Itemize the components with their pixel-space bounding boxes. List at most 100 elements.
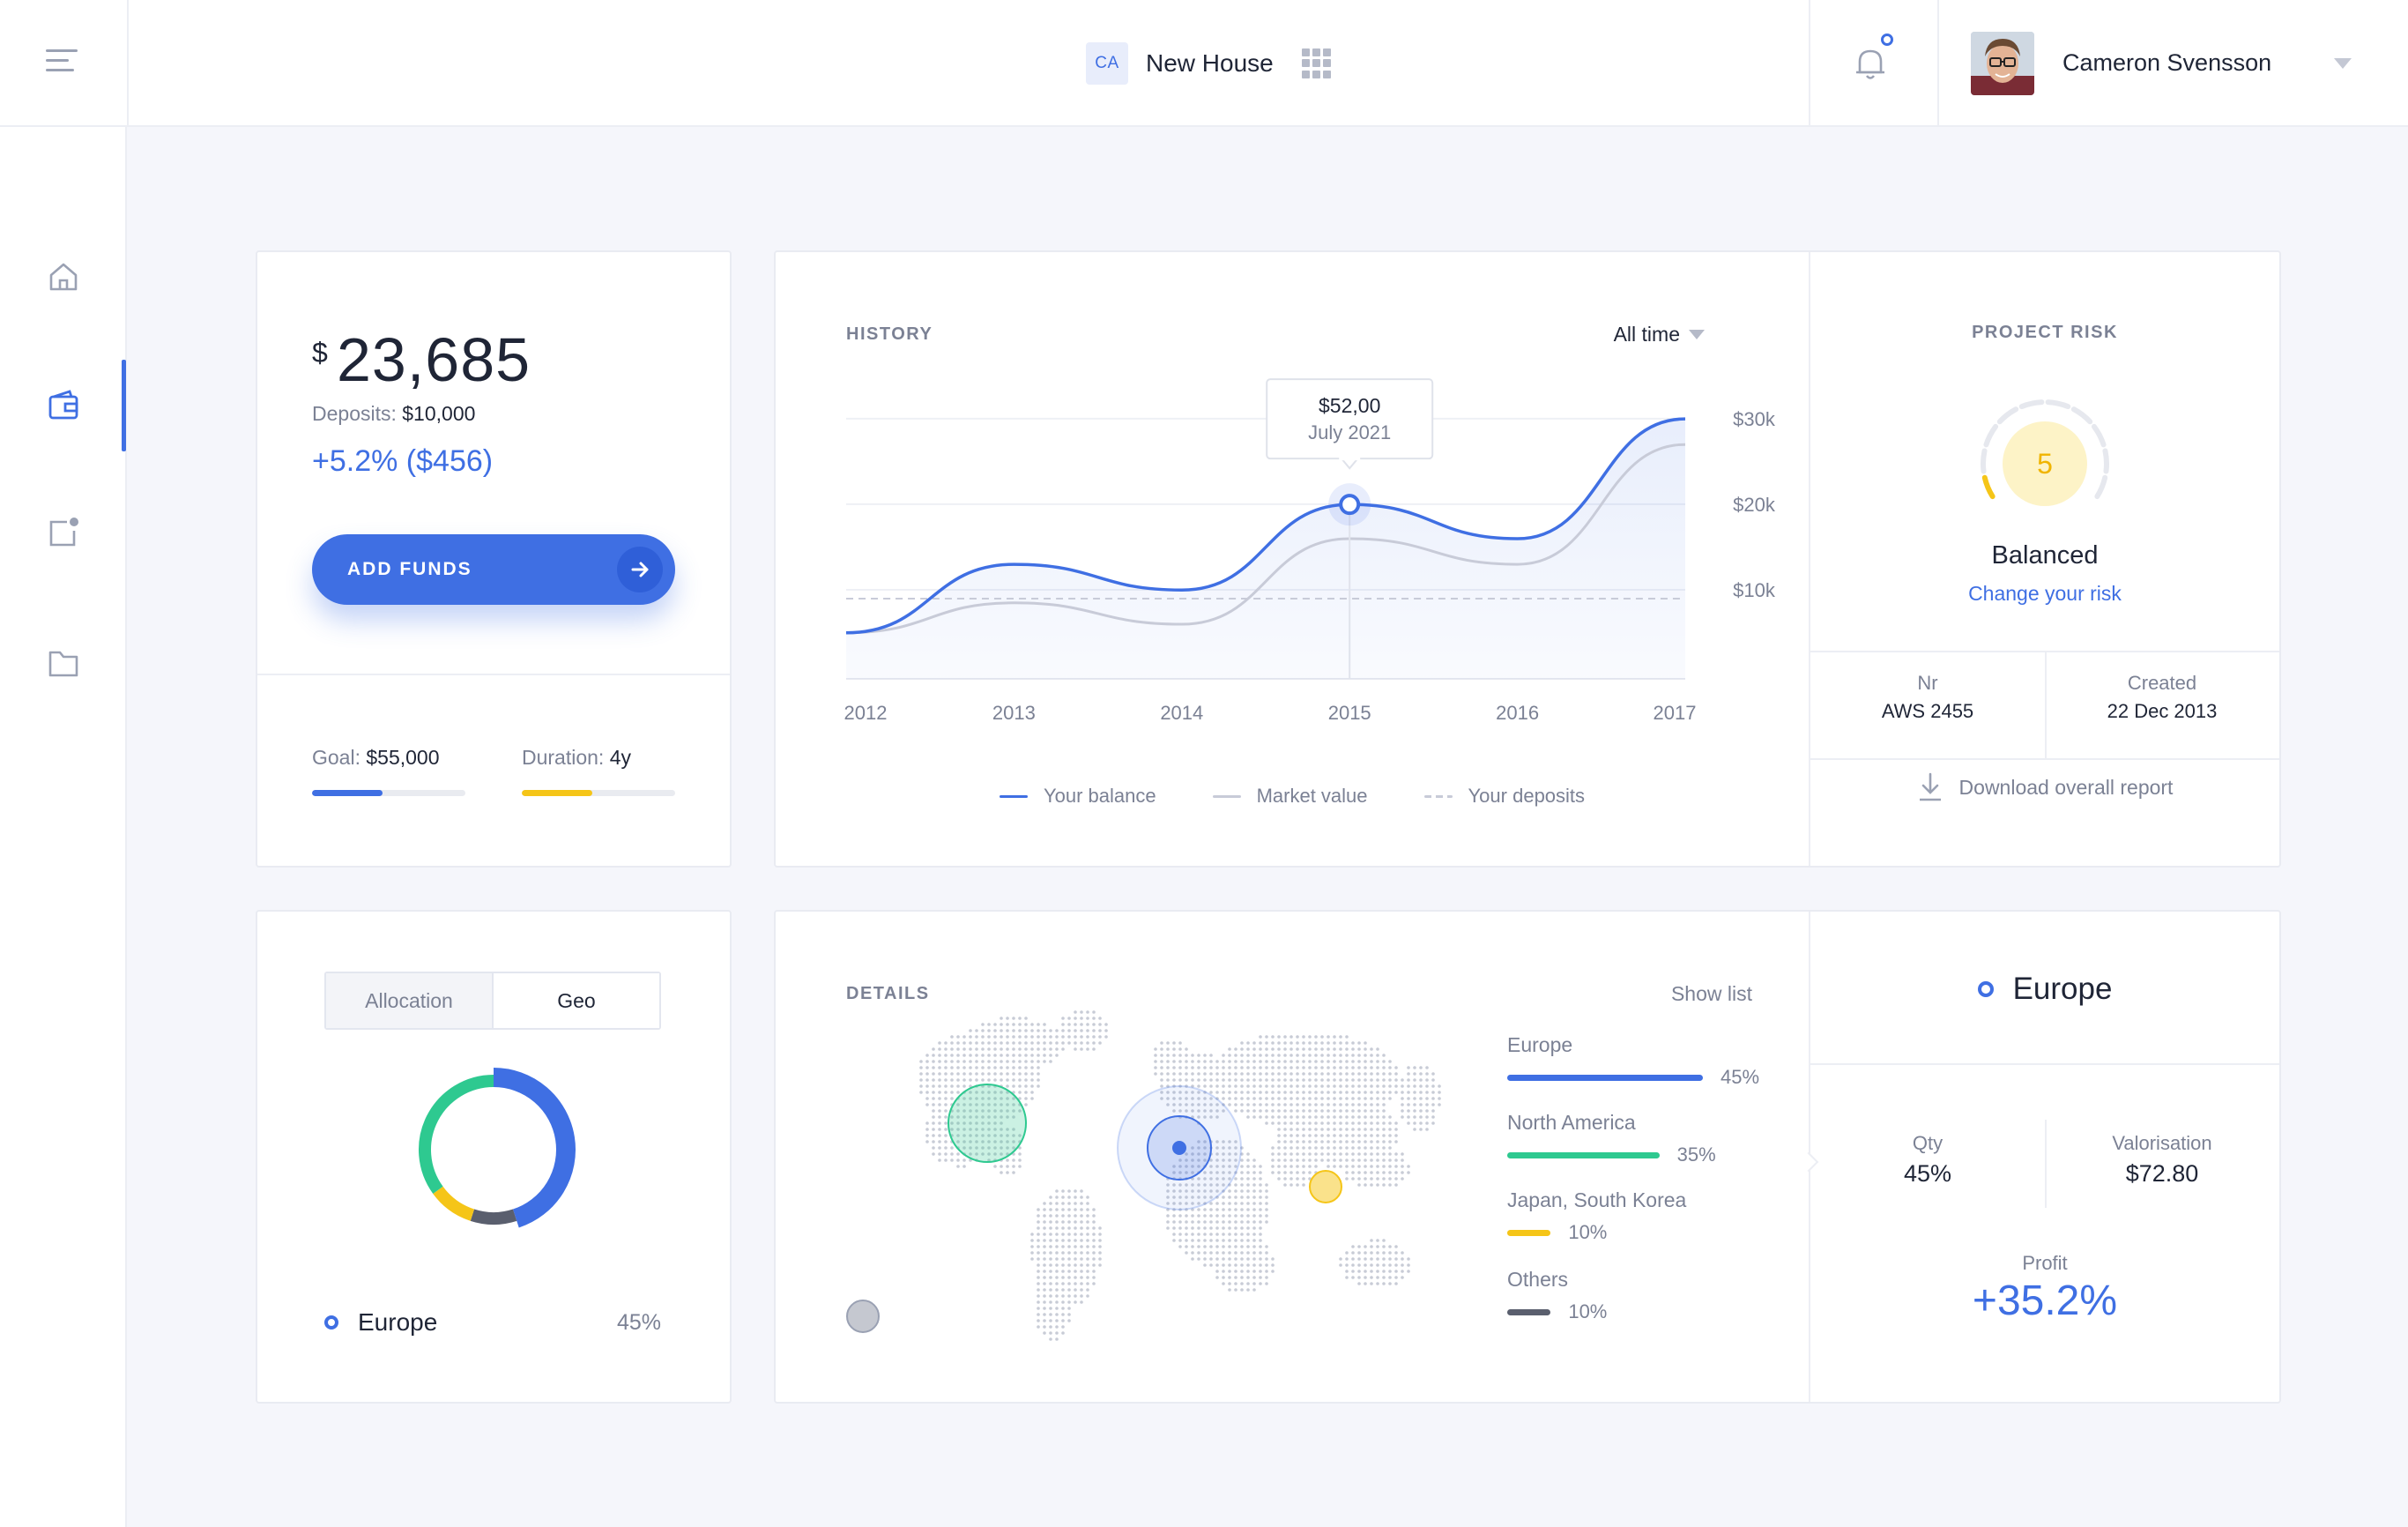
details-card: DETAILS Show list Europe 45% North Ameri…	[774, 910, 2281, 1404]
apps-grid-icon[interactable]	[1301, 48, 1332, 78]
qty-stat: Qty 45%	[1903, 1132, 1952, 1187]
download-report-button[interactable]: Download overall report	[1810, 772, 2279, 802]
region-others[interactable]: Others 10%	[1507, 1268, 1608, 1322]
divider	[1810, 758, 2279, 760]
risk-status: Balanced	[1991, 541, 2099, 570]
divider	[127, 0, 129, 127]
gauge-segment	[2102, 448, 2109, 474]
highlight-point	[1339, 494, 1361, 516]
allocation-legend: Europe 45%	[324, 1308, 661, 1337]
gauge-segment	[2070, 406, 2093, 425]
user-name[interactable]: Cameron Svensson	[2062, 49, 2272, 76]
balance-card: $ 23,685 Deposits: $10,000 +5.2% ($456) …	[256, 250, 732, 868]
divider	[2045, 1120, 2047, 1208]
marker-north-america	[948, 1084, 1027, 1163]
region-japan-south-korea[interactable]: Japan, South Korea 10%	[1507, 1188, 1687, 1243]
folder-icon[interactable]	[46, 645, 81, 681]
time-range-dropdown[interactable]: All time	[1614, 323, 1705, 346]
x-tick-label: 2013	[992, 702, 1036, 724]
project-switcher[interactable]: CA New House	[1086, 41, 1332, 86]
gauge-segment	[1996, 406, 2019, 425]
marker-europe-center	[1172, 1141, 1186, 1155]
y-tick-label: $10k	[1733, 579, 1776, 601]
nav-active-indicator	[122, 360, 126, 451]
marker-japan-south-korea	[1309, 1170, 1342, 1203]
add-funds-label: ADD FUNDS	[347, 559, 472, 579]
gauge-segment	[2045, 399, 2071, 410]
series-your-balance	[845, 417, 1686, 635]
notification-dot	[1881, 34, 1893, 46]
region-europe[interactable]: Europe 45%	[1507, 1033, 1760, 1088]
gauge-segment	[2094, 474, 2108, 500]
world-map[interactable]	[881, 982, 1446, 1370]
risk-level: 5	[2037, 448, 2053, 480]
chart-tooltip: $52,00 July 2021	[1266, 378, 1434, 470]
x-tick-label: 2014	[1160, 702, 1203, 724]
region-north-america[interactable]: North America 35%	[1507, 1111, 1716, 1166]
donut-slice-europe	[493, 1068, 576, 1228]
notes-icon[interactable]	[46, 515, 81, 550]
tooltip-value: $52,00	[1319, 394, 1380, 417]
legend-your-deposits: Your deposits	[1423, 785, 1585, 808]
wallet-icon[interactable]	[46, 388, 81, 423]
chevron-down-icon[interactable]	[2334, 58, 2352, 69]
donut-slice-japan-south-korea	[433, 1186, 475, 1221]
hamburger-menu-icon[interactable]	[46, 49, 78, 76]
valorisation-stat: Valorisation $72.80	[2112, 1132, 2212, 1187]
change-risk-link[interactable]: Change your risk	[1968, 582, 2122, 605]
tab-allocation[interactable]: Allocation	[326, 973, 494, 1028]
bell-icon[interactable]	[1853, 44, 1888, 83]
divider	[1810, 1063, 2279, 1065]
history-chart: $30k $20k $10k 2012 2013 2014 2015 2016 2017 $52,…	[844, 378, 1776, 724]
balance-change: +5.2% ($456)	[312, 444, 494, 478]
show-list-link[interactable]: Show list	[1670, 982, 1752, 1005]
risk-title: PROJECT RISK	[1972, 323, 2118, 342]
balance-amount: 23,685	[337, 325, 531, 394]
chart-legend: Your balance Market value Your deposits	[776, 785, 1809, 808]
selected-region: Europe	[358, 1308, 438, 1336]
project-badge: CA	[1086, 42, 1128, 85]
x-tick-label: 2017	[1654, 702, 1697, 724]
divider	[1937, 0, 1939, 127]
gauge-segment	[2018, 399, 2045, 410]
divider	[2045, 651, 2047, 758]
legend-your-balance: Your balance	[999, 785, 1156, 808]
created-field: Created 22 Dec 2013	[2107, 672, 2218, 722]
profit-stat: Profit +35.2%	[1972, 1252, 2118, 1324]
project-name[interactable]: New House	[1146, 49, 1274, 77]
divider	[257, 674, 730, 675]
nr-field: Nr AWS 2455	[1881, 672, 1974, 722]
details-title: DETAILS	[846, 984, 930, 1003]
home-icon[interactable]	[46, 259, 81, 294]
history-title: HISTORY	[846, 324, 933, 344]
region-marker-icon	[1977, 981, 1994, 997]
europe-header: Europe	[1810, 972, 2279, 1007]
x-tick-label: 2012	[844, 702, 888, 724]
tooltip-date: July 2021	[1308, 421, 1391, 443]
donut-slice-others	[470, 1209, 517, 1225]
tab-geo[interactable]: Geo	[494, 973, 659, 1028]
top-bar: CA New House Cameron Svensson	[0, 0, 2408, 127]
history-card: HISTORY All time $30k $20k $10k 2012 2013 201…	[774, 250, 2281, 868]
y-tick-label: $30k	[1733, 408, 1776, 430]
legend-market-value: Market value	[1212, 785, 1368, 808]
goal-progress-bar	[312, 790, 465, 796]
region-marker-icon	[324, 1315, 338, 1330]
sidebar	[0, 127, 127, 1527]
x-tick-label: 2015	[1328, 702, 1371, 724]
others-marker[interactable]	[846, 1300, 880, 1333]
divider	[1809, 252, 1810, 866]
time-range-label: All time	[1613, 323, 1680, 346]
add-funds-button[interactable]: ADD FUNDS	[312, 534, 675, 605]
download-label: Download overall report	[1958, 775, 2174, 799]
goal-text: Goal: $55,000	[312, 746, 440, 769]
selected-region-pct: 45%	[616, 1309, 661, 1335]
x-tick-label: 2016	[1496, 702, 1539, 724]
donut-slice-north-america	[419, 1075, 494, 1194]
risk-gauge: 5	[1981, 399, 2109, 506]
series-market-value	[845, 443, 1686, 635]
duration-text: Duration: 4y	[522, 746, 632, 769]
avatar[interactable]	[1971, 32, 2034, 95]
project-risk-panel: PROJECT RISK 5 Balanced Change your risk…	[1810, 252, 2279, 866]
allocation-donut	[419, 1068, 576, 1228]
